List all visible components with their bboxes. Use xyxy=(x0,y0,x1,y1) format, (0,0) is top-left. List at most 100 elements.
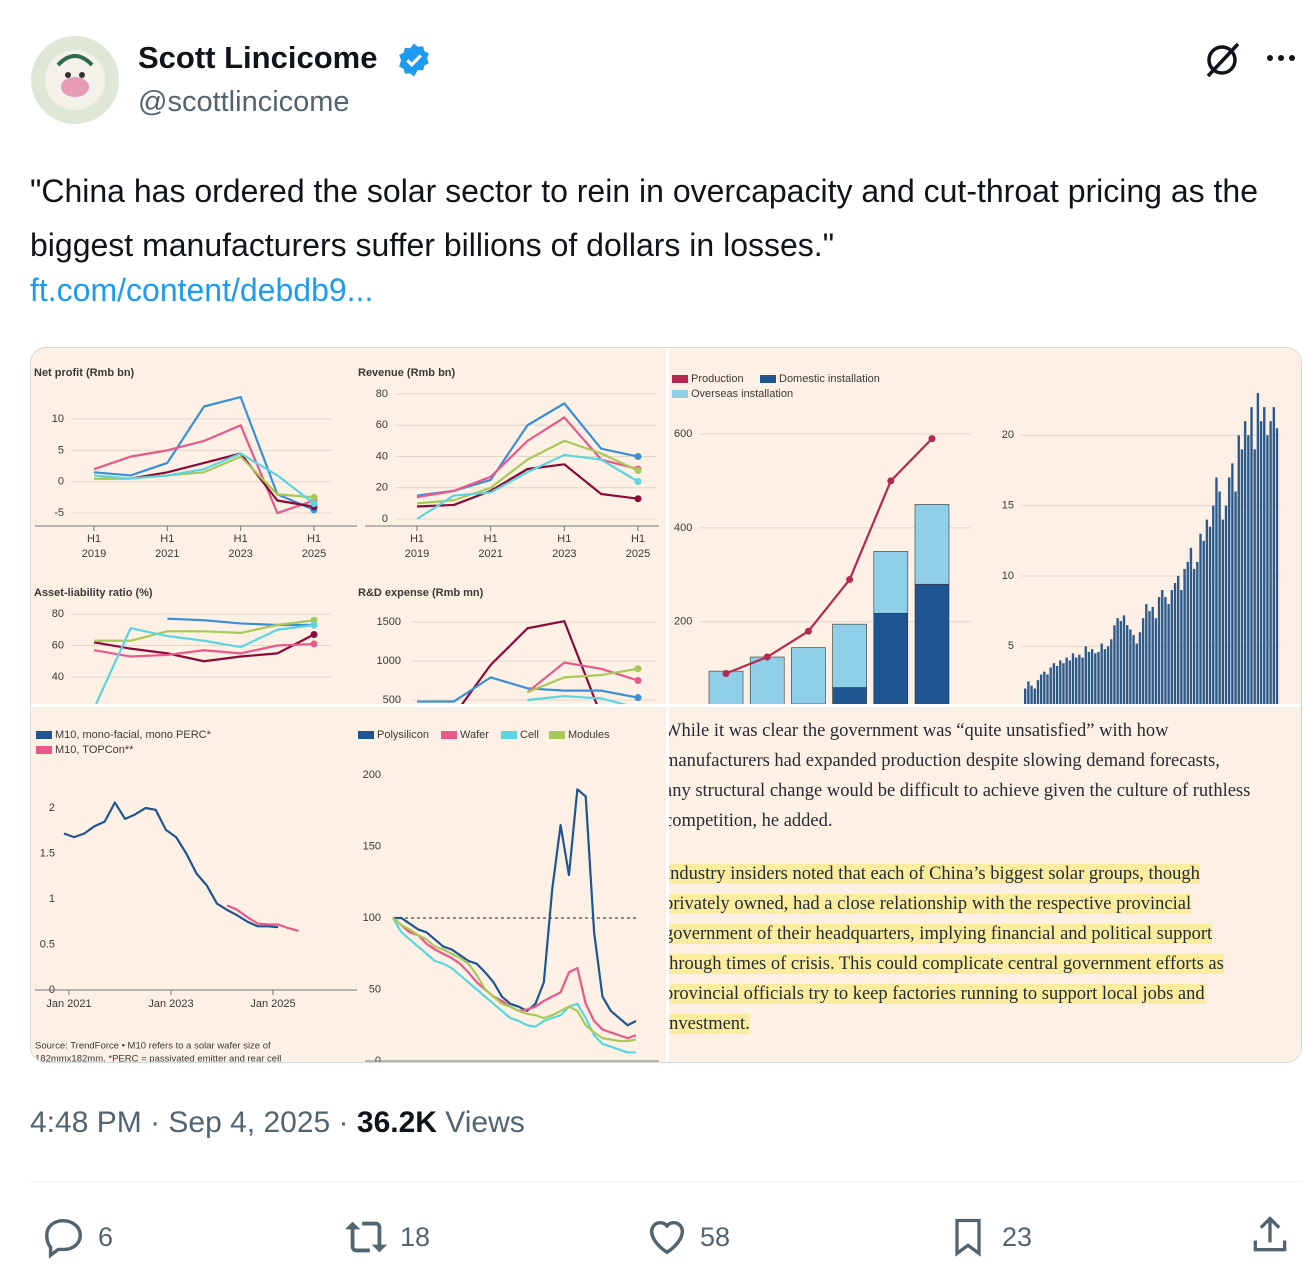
line-point xyxy=(763,653,771,661)
x-tick-period: H1 xyxy=(87,533,101,545)
y-tick-label: 1.5 xyxy=(40,847,55,859)
bar xyxy=(1256,393,1260,704)
bar xyxy=(1039,674,1043,704)
plot xyxy=(1024,393,1279,704)
legend-swatch xyxy=(672,375,688,383)
article-text: competition, he added. xyxy=(669,811,833,831)
legend-swatch xyxy=(36,746,52,754)
y-tick-label: 50 xyxy=(369,983,381,995)
x-tick-label: 2019 xyxy=(82,548,106,560)
end-marker xyxy=(634,478,642,485)
bar xyxy=(1205,519,1209,704)
bar xyxy=(1078,654,1081,704)
y-tick-label: 40 xyxy=(376,450,388,462)
end-marker xyxy=(634,694,642,702)
more-icon[interactable] xyxy=(1262,50,1302,66)
end-marker xyxy=(634,495,642,503)
tweet-link[interactable]: ft.com/content/debdb9... xyxy=(30,272,374,308)
like-icon[interactable] xyxy=(643,1214,691,1260)
user-name[interactable]: Scott Lincicome xyxy=(138,40,378,75)
bar xyxy=(1084,646,1087,704)
y-tick-label: 0 xyxy=(58,476,64,488)
bar xyxy=(1135,643,1138,704)
bar xyxy=(1151,606,1154,704)
x-tick-label: 2019 xyxy=(405,548,429,560)
source-note: Source: TrendForce • M10 refers to a sol… xyxy=(35,1041,271,1052)
line-series xyxy=(392,917,636,1054)
end-marker xyxy=(310,630,318,638)
bar xyxy=(1046,674,1049,704)
plot xyxy=(708,435,950,704)
like-count: 58 xyxy=(700,1222,731,1252)
bar xyxy=(1113,625,1116,704)
bar xyxy=(1103,649,1107,704)
bar xyxy=(1266,435,1269,704)
legend-label: M10, mono-facial, mono PERC* xyxy=(55,729,212,741)
bar xyxy=(1275,428,1279,704)
bar-segment xyxy=(832,623,867,688)
y-tick-label: 80 xyxy=(52,608,64,620)
legend-swatch xyxy=(760,375,776,383)
share-icon[interactable] xyxy=(1248,1212,1292,1258)
legend-label: M10, TOPCon** xyxy=(55,744,134,756)
line-point xyxy=(887,477,895,485)
y-tick-label: 150 xyxy=(363,840,381,852)
x-tick-label: 2023 xyxy=(228,548,252,560)
bar xyxy=(1141,618,1145,704)
x-tick-period: H1 xyxy=(234,533,248,545)
panel-title: Net profit (Rmb bn) xyxy=(34,367,135,379)
y-tick-label: 10 xyxy=(1002,570,1014,582)
legend-swatch xyxy=(501,731,517,739)
legend-swatch xyxy=(549,731,565,739)
bar-segment xyxy=(914,583,950,704)
bar xyxy=(1272,407,1276,704)
end-marker xyxy=(310,640,318,648)
plot xyxy=(63,801,299,932)
article-line: manufacturers had expanded production de… xyxy=(669,746,1301,776)
repost-count: 18 xyxy=(400,1222,431,1252)
x-tick-label: 2025 xyxy=(626,548,650,560)
bar-segment xyxy=(914,504,950,585)
grok-icon[interactable] xyxy=(1200,40,1244,80)
legend-swatch xyxy=(672,390,688,398)
plot xyxy=(93,395,318,515)
bar xyxy=(1183,568,1186,704)
bar-segment xyxy=(873,551,909,614)
highlighted-text: Industry insiders noted that each of Chi… xyxy=(669,864,1200,884)
bar xyxy=(1094,653,1097,704)
bar xyxy=(1068,660,1072,704)
user-handle[interactable]: @scottlincicome xyxy=(138,86,350,118)
x-tick-period: H1 xyxy=(631,533,645,545)
y-tick-label: 20 xyxy=(376,482,388,494)
bar xyxy=(1253,449,1256,704)
bookmark-icon[interactable] xyxy=(946,1214,990,1260)
time[interactable]: 4:48 PM xyxy=(30,1106,142,1139)
date[interactable]: Sep 4, 2025 xyxy=(168,1106,331,1139)
bar xyxy=(1024,688,1027,704)
bar xyxy=(1161,590,1164,704)
line-series xyxy=(93,633,315,663)
y-tick-label: 1500 xyxy=(377,616,401,628)
bar xyxy=(1126,625,1129,704)
bar xyxy=(1177,575,1180,704)
bar xyxy=(1237,435,1240,704)
legend-swatch xyxy=(441,731,457,739)
bar xyxy=(1224,505,1228,704)
bar xyxy=(1234,491,1237,704)
line-series xyxy=(416,439,639,505)
reply-icon[interactable] xyxy=(40,1214,88,1260)
x-tick-label: 2021 xyxy=(478,548,502,560)
bar xyxy=(1196,561,1199,704)
line-series xyxy=(94,619,315,642)
x-tick-label: 2021 xyxy=(155,548,179,560)
x-tick-period: H1 xyxy=(307,533,321,545)
avatar[interactable] xyxy=(30,35,120,125)
tweet-text: "China has ordered the solar sector to r… xyxy=(30,173,1259,263)
y-tick-label: -5 xyxy=(54,507,64,519)
legend-label: Wafer xyxy=(460,729,489,741)
x-tick-label: Jan 2023 xyxy=(148,998,193,1010)
legend-swatch xyxy=(36,731,52,739)
repost-icon[interactable] xyxy=(340,1214,392,1260)
media[interactable]: Net profit (Rmb bn) -5 0 5 10 H1 2019 H1 2021 H1 2… xyxy=(30,347,1302,1063)
end-marker xyxy=(634,677,642,684)
